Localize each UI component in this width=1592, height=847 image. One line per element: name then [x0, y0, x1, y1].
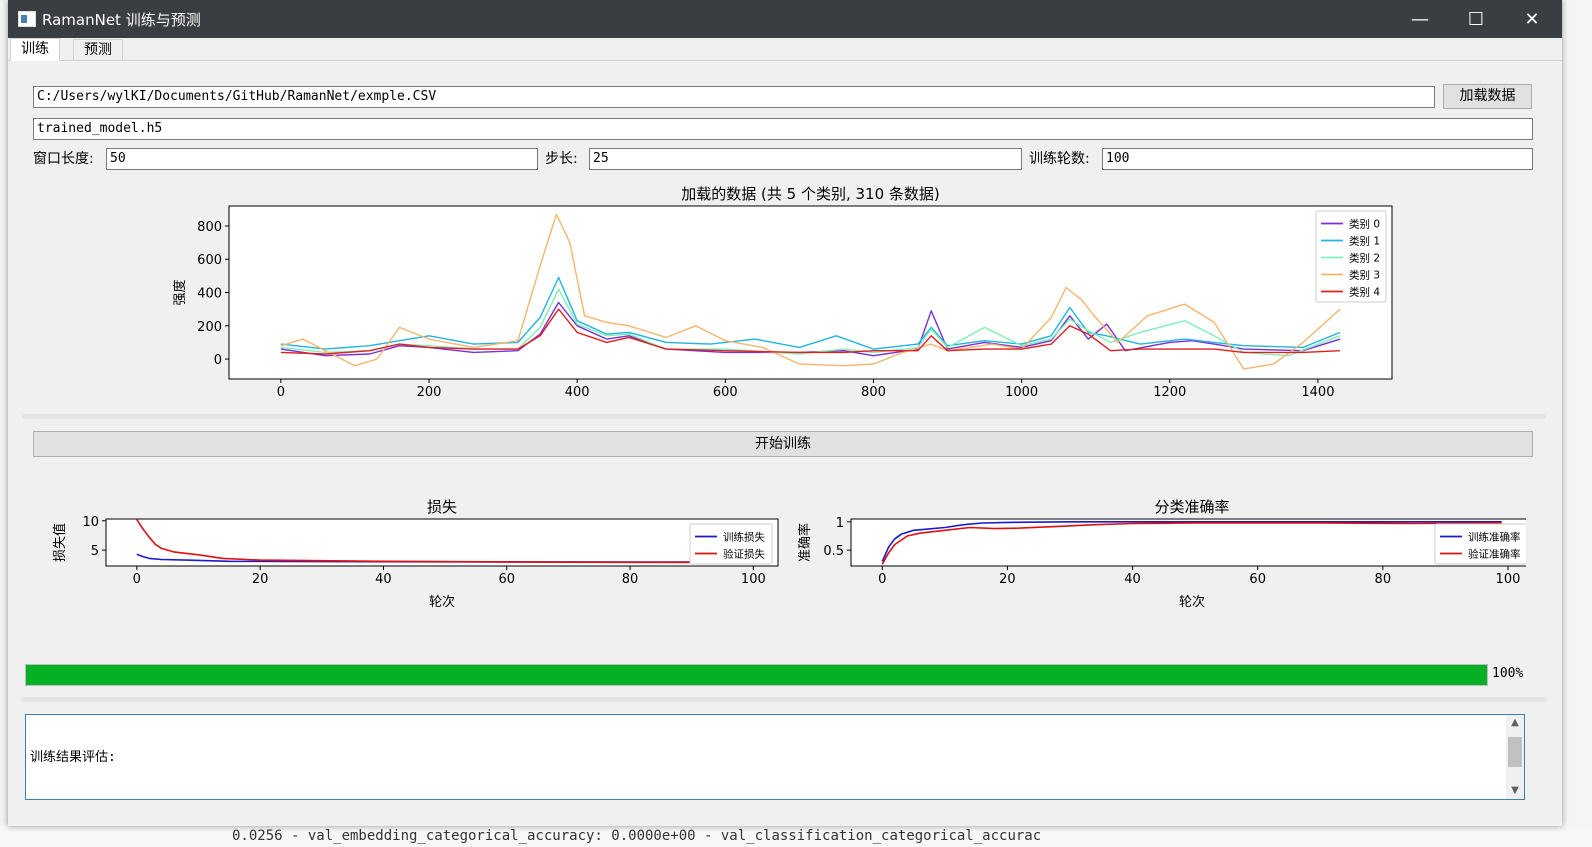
chart-title: 分类准确率	[1154, 498, 1229, 516]
progress-fill	[26, 665, 1487, 685]
tab-bar: 训练 预测	[8, 38, 1562, 61]
series-line	[280, 213, 1341, 370]
x-tick-label: 0	[878, 572, 886, 587]
x-tick-label: 1200	[1153, 385, 1186, 400]
data-path-input[interactable]: C:/Users/wylKI/Documents/GitHub/RamanNet…	[33, 86, 1435, 108]
x-axis-label: 轮次	[1179, 594, 1205, 610]
model-path-input[interactable]: trained_model.h5	[33, 118, 1533, 140]
series-line	[280, 308, 1341, 355]
background-terminal: 0.0256 - val_embedding_categorical_accur…	[0, 826, 1592, 847]
scroll-down-icon[interactable]: ▼	[1511, 785, 1519, 796]
chart-title: 加载的数据 (共 5 个类别, 310 条数据)	[681, 185, 940, 203]
start-training-button[interactable]: 开始训练	[33, 431, 1533, 457]
series-line	[136, 519, 748, 564]
y-tick-label: 0	[214, 353, 222, 368]
window-title: RamanNet 训练与预测	[42, 11, 201, 29]
main-window: RamanNet 训练与预测 — ☐ ✕ 训练 预测 C:/Users/wylK…	[8, 0, 1562, 826]
desktop-background-right	[1562, 0, 1592, 847]
data-chart: 加载的数据 (共 5 个类别, 310 条数据) 0 200 400 600 800 100…	[172, 185, 1393, 400]
epochs-label: 训练轮数:	[1029, 151, 1090, 167]
log-line: 最终训练损失: 2.9730	[30, 800, 184, 801]
x-tick-label: 20	[252, 572, 269, 587]
y-axis-label: 损失值	[52, 523, 68, 562]
scroll-thumb[interactable]	[1508, 737, 1522, 767]
minimize-button[interactable]: —	[1411, 8, 1429, 30]
y-tick-label: 800	[197, 220, 222, 235]
x-tick-label: 100	[1496, 572, 1521, 587]
window-length-input[interactable]: 50	[106, 148, 538, 170]
x-tick-label: 600	[713, 385, 738, 400]
epochs-input[interactable]: 100	[1102, 148, 1533, 170]
x-tick-label: 400	[565, 385, 590, 400]
x-tick-label: 0	[133, 572, 141, 587]
x-tick-label: 800	[861, 385, 886, 400]
y-tick-label: 400	[197, 287, 222, 302]
log-scrollbar[interactable]: ▲ ▼	[1506, 715, 1524, 799]
legend-label: 训练损失	[723, 531, 765, 544]
legend-label: 类别 0	[1349, 218, 1380, 231]
x-tick-label: 0	[277, 385, 285, 400]
tab-train[interactable]: 训练	[10, 38, 60, 61]
plot-area	[850, 518, 1526, 567]
legend-label: 类别 4	[1349, 286, 1380, 299]
y-tick-label: 1	[836, 516, 844, 531]
maximize-button[interactable]: ☐	[1467, 8, 1485, 30]
y-tick-label: 5	[91, 544, 99, 559]
legend-label: 类别 3	[1349, 269, 1380, 282]
x-tick-label: 100	[741, 572, 766, 587]
legend-label: 类别 2	[1349, 252, 1380, 265]
legend-label: 类别 1	[1349, 235, 1380, 248]
x-tick-label: 1400	[1301, 385, 1334, 400]
series-line	[881, 522, 1502, 565]
background-terminal-text: 0.0256 - val_embedding_categorical_accur…	[232, 828, 1042, 844]
y-axis-label: 强度	[172, 279, 188, 305]
x-tick-label: 80	[622, 572, 639, 587]
legend-label: 验证损失	[723, 548, 765, 561]
legend-box	[1315, 210, 1387, 303]
splitter-1[interactable]	[22, 414, 1546, 419]
x-tick-label: 40	[375, 572, 392, 587]
x-tick-label: 60	[498, 572, 515, 587]
series-line	[280, 301, 1341, 357]
progress-label: 100%	[1492, 666, 1524, 681]
app-icon	[18, 11, 36, 27]
y-tick-label: 200	[197, 320, 222, 335]
plot-area	[228, 205, 1393, 380]
y-axis-label: 准确率	[797, 523, 813, 562]
series-line	[280, 276, 1341, 350]
step-input[interactable]: 25	[589, 148, 1022, 170]
legend-label: 验证准确率	[1468, 548, 1521, 561]
x-tick-label: 80	[1375, 572, 1392, 587]
splitter-2[interactable]	[22, 697, 1546, 702]
x-tick-label: 200	[417, 385, 442, 400]
log-line: 训练结果评估:	[30, 750, 116, 765]
x-tick-label: 1000	[1005, 385, 1038, 400]
chart-title: 损失	[427, 498, 457, 516]
series-line	[881, 521, 1502, 562]
train-panel: C:/Users/wylKI/Documents/GitHub/RamanNet…	[16, 61, 1554, 821]
desktop-background-left	[0, 0, 8, 847]
legend-label: 训练准确率	[1468, 531, 1521, 544]
tab-predict[interactable]: 预测	[73, 39, 123, 61]
step-label: 步长:	[545, 151, 578, 167]
plot-area	[105, 518, 779, 567]
x-tick-label: 40	[1124, 572, 1141, 587]
y-tick-label: 0.5	[823, 544, 844, 559]
y-tick-label: 10	[82, 515, 99, 530]
load-data-button[interactable]: 加载数据	[1443, 84, 1532, 109]
title-bar[interactable]: RamanNet 训练与预测 — ☐ ✕	[8, 0, 1562, 38]
scroll-up-icon[interactable]: ▲	[1511, 717, 1519, 728]
y-tick-label: 600	[197, 253, 222, 268]
result-log[interactable]: 训练结果评估: 最终训练损失: 2.9730 最终验证损失: 2.8934 最终…	[25, 714, 1525, 800]
x-axis-label: 轮次	[429, 594, 455, 610]
close-button[interactable]: ✕	[1524, 8, 1540, 30]
x-tick-label: 60	[1249, 572, 1266, 587]
training-progress-bar	[25, 664, 1488, 686]
window-length-label: 窗口长度:	[33, 151, 94, 167]
x-tick-label: 20	[999, 572, 1016, 587]
